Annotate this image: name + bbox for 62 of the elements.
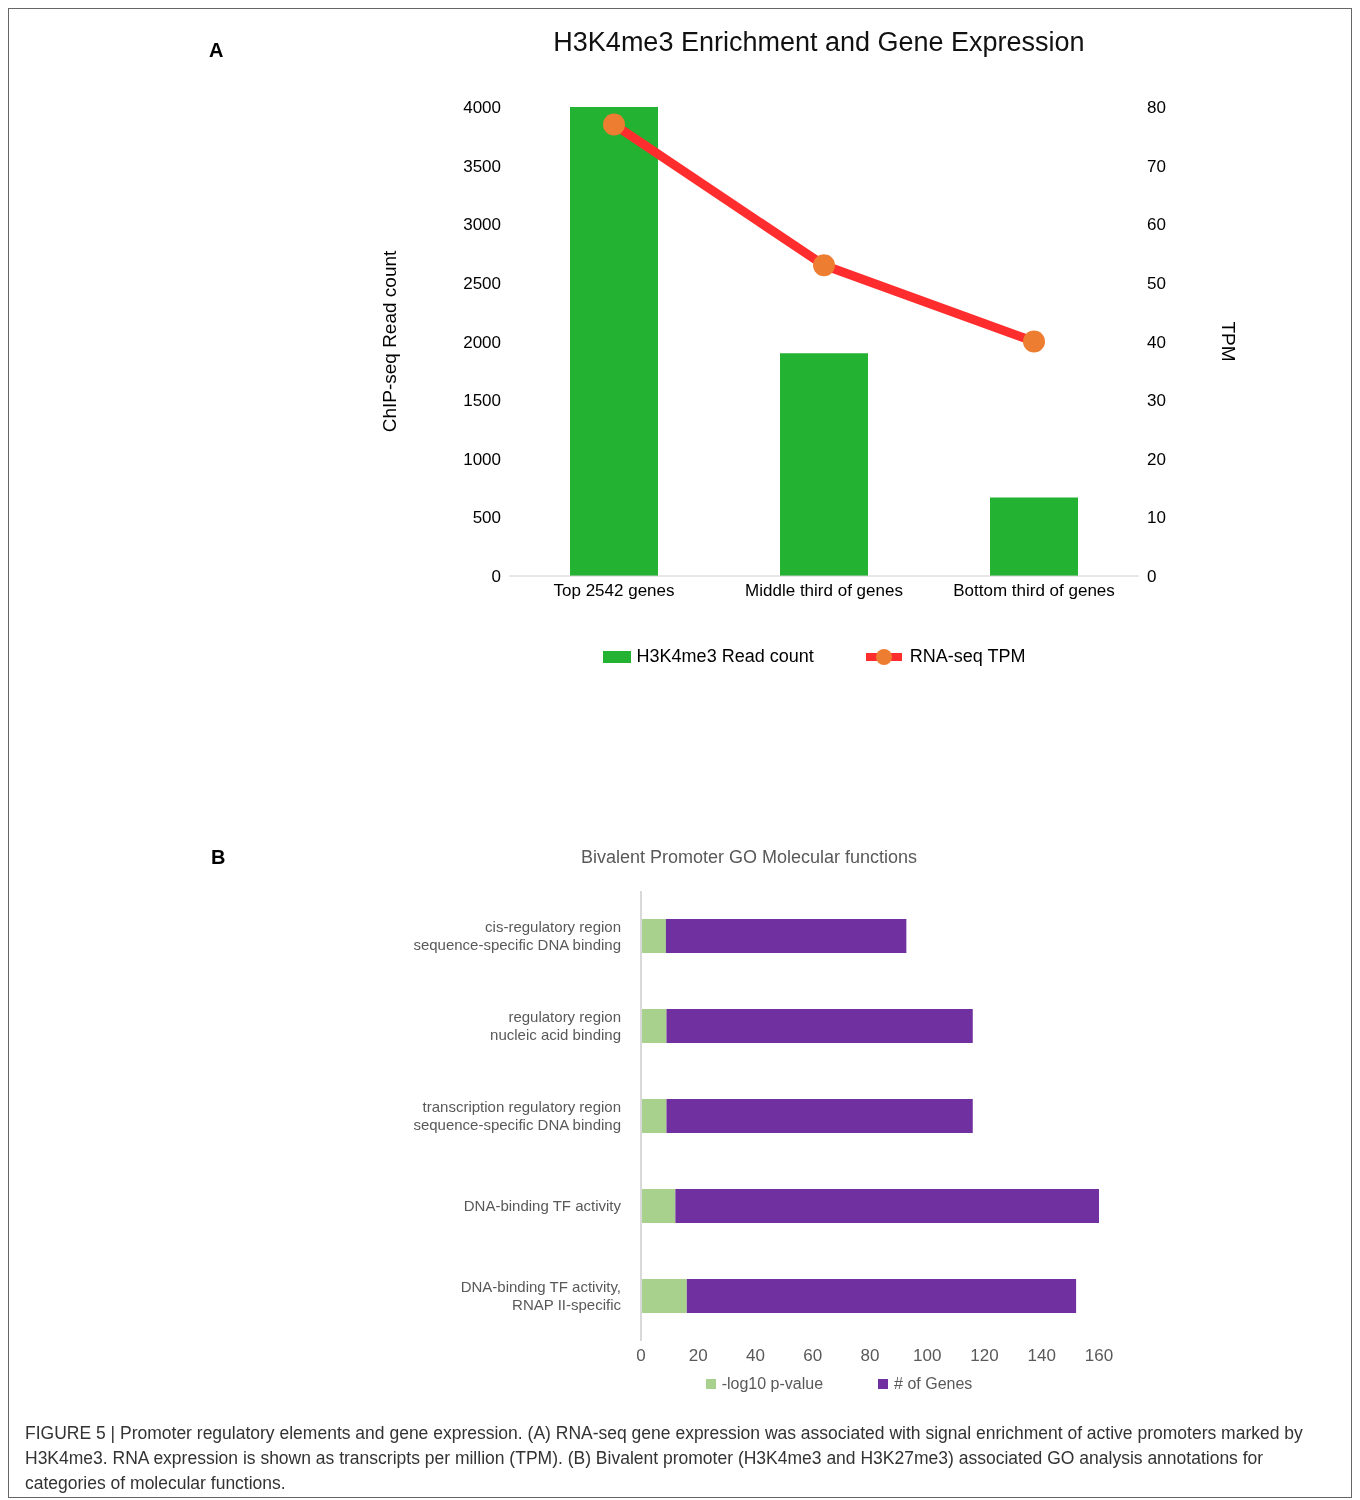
bar [686,1279,1077,1313]
text: B [211,846,226,869]
y2-tick-label: 30 [1147,391,1166,411]
y-tick-label: transcription regulatory region sequence-specific DNA binding [413,1098,621,1133]
x-tick-label: 120 [970,1346,999,1366]
text: A [209,39,224,62]
x-tick-label: 80 [860,1346,880,1366]
x-tick-label: 60 [803,1346,823,1366]
bar [570,107,658,576]
legend-label: H3K4me3 Read count [635,646,814,667]
bar [641,1099,667,1133]
y2-tick-label: 50 [1147,273,1166,293]
legend-label: # of Genes [893,1375,973,1393]
y2-tick-label: 40 [1147,332,1166,352]
bar [780,353,868,576]
bar [990,497,1078,576]
y2-tick-label: 80 [1147,98,1166,118]
legend-label: -log10 p-value [720,1375,824,1393]
y2-tick-label: 10 [1147,508,1166,528]
bar [666,1099,973,1133]
y2-axis-title: TPM [1218,321,1240,362]
y-tick-label: 2000 [463,332,501,352]
x-tick-label: Bottom third of genes [953,581,1115,601]
point [603,113,625,136]
point [1023,330,1045,353]
y2-tick-label: 60 [1147,215,1166,235]
y2-tick-label: 20 [1147,449,1166,469]
y-tick-label: 4000 [463,98,501,118]
y-tick-label: regulatory region nucleic acid binding [490,1008,621,1043]
bar [665,919,907,953]
y-tick-label: cis-regulatory region sequence-specific DNA binding [413,918,621,953]
bar [641,1189,676,1223]
chart-title: Bivalent Promoter GO Molecular functions [579,847,919,869]
x-tick-label: 100 [913,1346,942,1366]
bar [641,919,666,953]
bar [641,1009,667,1043]
bar [666,1009,973,1043]
x-tick-label: 0 [636,1346,646,1366]
y-tick-label: 3000 [463,215,501,235]
y-tick-label: 1500 [463,391,501,411]
legend-label: RNA-seq TPM [908,646,1026,667]
y2-tick-label: 70 [1147,156,1166,176]
chart-title: H3K4me3 Enrichment and Gene Expression [552,27,1086,59]
y-tick-label: 0 [491,567,501,587]
bar [641,1279,687,1313]
point [813,254,835,277]
y-tick-label: 1000 [463,449,501,469]
x-tick-label: 140 [1027,1346,1056,1366]
y-tick-label: DNA-binding TF activity [463,1197,622,1214]
x-tick-label: 40 [746,1346,765,1366]
y-tick-label: 3500 [463,156,501,176]
caption: FIGURE 5 | Promoter regulatory elements and gene expression. (A) RNA-seq gene expression was associated with signal enrichment of active promoters marked by H3K4me3. RNA expression is shown as transcripts per million (TPM). (B) Bivalent promoter (H3K4me3 and H3K27me3) associated GO analysis annotations for categories of molecular functions. [25,1422,1304,1495]
x-tick-label: 160 [1084,1346,1114,1366]
y-tick-label: 2500 [463,273,501,293]
y2-tick-label: 0 [1147,567,1157,587]
bar [675,1189,1099,1223]
x-tick-label: Middle third of genes [745,581,903,601]
y-tick-label: 500 [472,508,501,528]
y-axis-title: ChIP-seq Read count [378,249,400,433]
x-tick-label: 20 [688,1346,708,1366]
y-tick-label: DNA-binding TF activity, RNAP II-specific [460,1278,622,1313]
x-tick-label: Top 2542 genes [553,581,675,601]
